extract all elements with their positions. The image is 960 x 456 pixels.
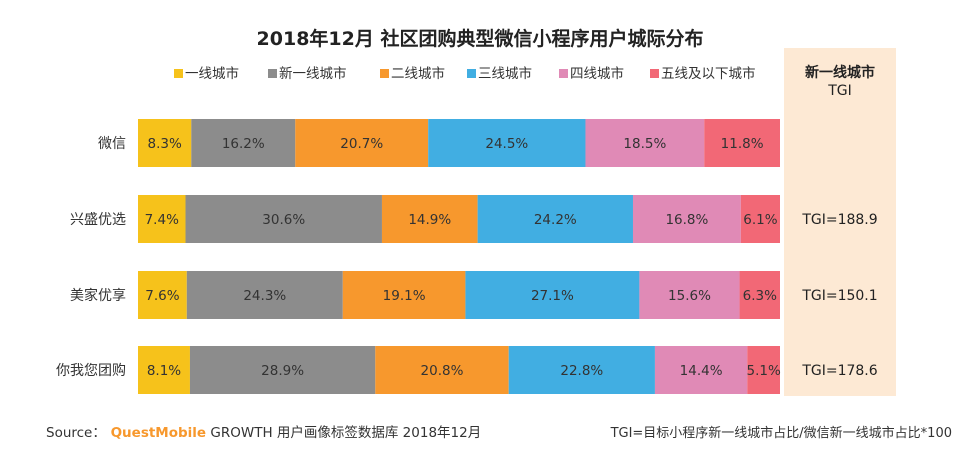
bar-segment — [465, 271, 640, 319]
data-label: 18.5% — [623, 136, 666, 152]
data-label: 6.1% — [743, 212, 777, 228]
bar-segment — [428, 119, 586, 167]
legend-swatch — [467, 69, 476, 78]
legend-label: 一线城市 — [185, 65, 239, 82]
tgi-panel — [784, 48, 896, 396]
bar-segment — [191, 119, 296, 167]
bar-segment — [704, 119, 780, 167]
bar-segment — [740, 195, 780, 243]
data-label: 30.6% — [262, 212, 305, 228]
category-label: 你我您团购 — [56, 362, 126, 379]
data-label: 24.3% — [243, 288, 286, 304]
bar-segment — [295, 119, 429, 167]
legend-label: 四线城市 — [570, 65, 624, 82]
bar-segment — [375, 346, 509, 394]
bar-segment — [185, 195, 382, 243]
data-label: 14.4% — [680, 363, 723, 379]
legend-label: 二线城市 — [391, 65, 445, 82]
legend-swatch — [380, 69, 389, 78]
bar-segment — [739, 271, 780, 319]
tgi-header-line-1: 新一线城市 — [805, 64, 875, 81]
bar-segment — [508, 346, 655, 394]
tgi-value: TGI=178.6 — [801, 363, 877, 379]
data-label: 20.7% — [340, 136, 383, 152]
data-label: 5.1% — [746, 363, 780, 379]
bar-segment — [639, 271, 740, 319]
data-label: 20.8% — [421, 363, 464, 379]
data-label: 6.3% — [743, 288, 777, 304]
data-label: 8.3% — [147, 136, 181, 152]
bar-segment — [189, 346, 376, 394]
bar-segment — [138, 119, 192, 167]
tgi-header-line-2: TGI — [827, 83, 852, 99]
bar-segment — [186, 271, 343, 319]
data-label: 24.5% — [485, 136, 528, 152]
source-line: Source： QuestMobile GROWTH 用户画像标签数据库 201… — [46, 424, 481, 441]
data-label: 22.8% — [560, 363, 603, 379]
legend-swatch — [650, 69, 659, 78]
legend-swatch — [174, 69, 183, 78]
legend-label: 三线城市 — [478, 65, 532, 82]
bar-segment — [632, 195, 741, 243]
data-label: 8.1% — [147, 363, 181, 379]
bar-segment — [654, 346, 748, 394]
data-label: 7.4% — [145, 212, 179, 228]
bar-segment — [477, 195, 633, 243]
category-label: 兴盛优选 — [70, 212, 126, 228]
legend-label: 新一线城市 — [279, 65, 347, 82]
source-brand: QuestMobile — [106, 425, 206, 441]
data-label: 11.8% — [721, 136, 764, 152]
data-label: 27.1% — [531, 288, 574, 304]
category-label: 微信 — [98, 136, 126, 152]
bar-segment — [747, 346, 780, 394]
data-label: 16.8% — [665, 212, 708, 228]
data-label: 16.2% — [222, 136, 265, 152]
bar-segment — [138, 271, 187, 319]
legend-swatch — [559, 69, 568, 78]
bar-segment — [381, 195, 478, 243]
tgi-value: TGI=188.9 — [801, 212, 877, 228]
chart-title: 2018年12月 社区团购典型微信小程序用户城际分布 — [257, 27, 704, 50]
data-label: 19.1% — [383, 288, 426, 304]
bar-segment — [138, 346, 190, 394]
data-label: 28.9% — [261, 363, 304, 379]
data-label: 14.9% — [408, 212, 451, 228]
bar-segment — [138, 195, 186, 243]
source-text: GROWTH 用户画像标签数据库 2018年12月 — [206, 424, 481, 441]
legend-swatch — [268, 69, 277, 78]
data-label: 24.2% — [534, 212, 577, 228]
data-label: 7.6% — [145, 288, 179, 304]
legend-label: 五线及以下城市 — [661, 65, 756, 82]
tgi-formula-note: TGI=目标小程序新一线城市占比/微信新一线城市占比*100 — [610, 425, 952, 441]
data-label: 15.6% — [668, 288, 711, 304]
category-label: 美家优享 — [70, 287, 126, 304]
bar-segment — [342, 271, 466, 319]
tgi-value: TGI=150.1 — [801, 288, 877, 304]
bar-segment — [585, 119, 705, 167]
